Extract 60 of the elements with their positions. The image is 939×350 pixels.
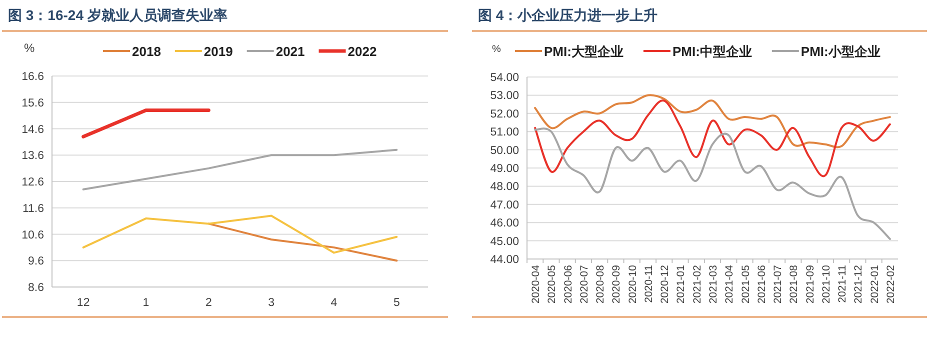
y-tick-label: 8.6 xyxy=(28,282,44,294)
x-tick-label: 3 xyxy=(268,297,275,309)
y-tick-label: 14.6 xyxy=(22,124,44,136)
x-tick-label: 2021-04 xyxy=(724,264,736,304)
x-tick-label: 2021-03 xyxy=(708,264,720,304)
y-tick-label: 10.6 xyxy=(22,229,44,242)
x-tick-label: 2020-07 xyxy=(578,264,590,304)
legend-label: 2021 xyxy=(276,44,305,59)
y-tick-label: 52.00 xyxy=(490,108,519,120)
x-tick-label: 2 xyxy=(205,297,212,309)
y-axis-title: % xyxy=(24,41,35,55)
y-tick-label: 46.00 xyxy=(490,218,519,230)
y-tick-label: 9.6 xyxy=(28,256,44,268)
legend-label: 2018 xyxy=(132,44,161,59)
y-tick-label: 48.00 xyxy=(490,181,519,194)
x-tick-label: 2022-02 xyxy=(884,264,897,304)
y-tick-label: 50.00 xyxy=(490,144,519,157)
x-tick-label: 12 xyxy=(76,297,90,309)
y-tick-label: 47.00 xyxy=(490,199,519,212)
chart-title: 图 4：小企业压力进一步上升 xyxy=(478,7,658,23)
x-tick-label: 2021-07 xyxy=(772,264,784,304)
x-tick-label: 2021-10 xyxy=(820,264,832,304)
x-tick-label: 2020-10 xyxy=(626,264,639,304)
x-tick-label: 2020-09 xyxy=(610,264,623,304)
x-tick-label: 2021-02 xyxy=(691,264,704,304)
x-tick-label: 2021-12 xyxy=(852,264,865,304)
x-tick-label: 2021-08 xyxy=(788,264,800,304)
y-tick-label: 44.00 xyxy=(490,254,519,266)
x-tick-label: 2021-01 xyxy=(675,264,688,304)
y-tick-label: 13.6 xyxy=(22,150,44,162)
y-tick-label: 53.00 xyxy=(490,90,519,102)
y-axis-title: % xyxy=(492,44,501,55)
x-tick-label: 1 xyxy=(142,297,150,309)
x-tick-label: 2020-11 xyxy=(642,264,655,303)
x-tick-label: 2021-06 xyxy=(756,264,768,304)
legend-label: 2019 xyxy=(204,44,233,59)
y-tick-label: 12.6 xyxy=(22,176,44,188)
x-tick-label: 2021-09 xyxy=(804,264,816,304)
legend-label: PMI:大型企业 xyxy=(544,44,624,59)
x-tick-label: 4 xyxy=(330,297,338,309)
y-tick-label: 49.00 xyxy=(490,163,519,175)
y-tick-label: 54.00 xyxy=(490,72,519,84)
x-tick-label: 2020-05 xyxy=(546,264,558,304)
x-tick-label: 2020-04 xyxy=(530,264,542,304)
legend-label: 2022 xyxy=(348,44,377,59)
y-tick-label: 45.00 xyxy=(490,236,519,248)
y-tick-label: 15.6 xyxy=(22,97,44,110)
x-tick-label: 5 xyxy=(393,297,400,309)
x-tick-label: 2020-12 xyxy=(659,264,672,304)
legend-label: PMI:中型企业 xyxy=(672,44,752,59)
y-tick-label: 51.00 xyxy=(490,126,519,139)
x-tick-label: 2021-05 xyxy=(740,264,752,304)
legend-label: PMI:小型企业 xyxy=(800,44,880,59)
x-tick-label: 2020-08 xyxy=(594,264,607,304)
y-tick-label: 11.6 xyxy=(22,202,44,215)
y-tick-label: 16.6 xyxy=(22,71,44,83)
x-tick-label: 2022-01 xyxy=(868,264,881,304)
chart-title: 图 3：16-24 岁就业人员调查失业率 xyxy=(8,7,228,23)
x-tick-label: 2020-06 xyxy=(562,264,574,304)
x-tick-label: 2021-11 xyxy=(836,264,849,303)
